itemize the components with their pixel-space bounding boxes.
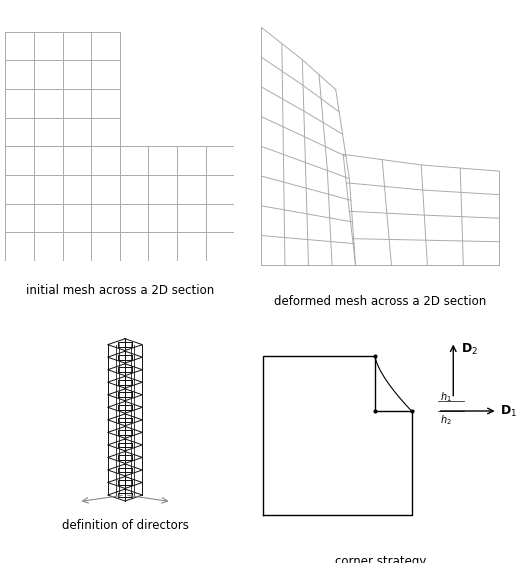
Text: deformed mesh across a 2D section: deformed mesh across a 2D section <box>274 295 487 308</box>
Text: $\mathbf{D}_1$: $\mathbf{D}_1$ <box>500 404 517 418</box>
Text: $h_2$: $h_2$ <box>440 413 452 427</box>
Text: initial mesh across a 2D section: initial mesh across a 2D section <box>26 284 214 297</box>
Text: definition of directors: definition of directors <box>61 520 189 533</box>
Text: $h_1$: $h_1$ <box>440 390 452 404</box>
Text: corner strategy: corner strategy <box>334 555 426 563</box>
Text: $\mathbf{D}_2$: $\mathbf{D}_2$ <box>461 342 478 356</box>
